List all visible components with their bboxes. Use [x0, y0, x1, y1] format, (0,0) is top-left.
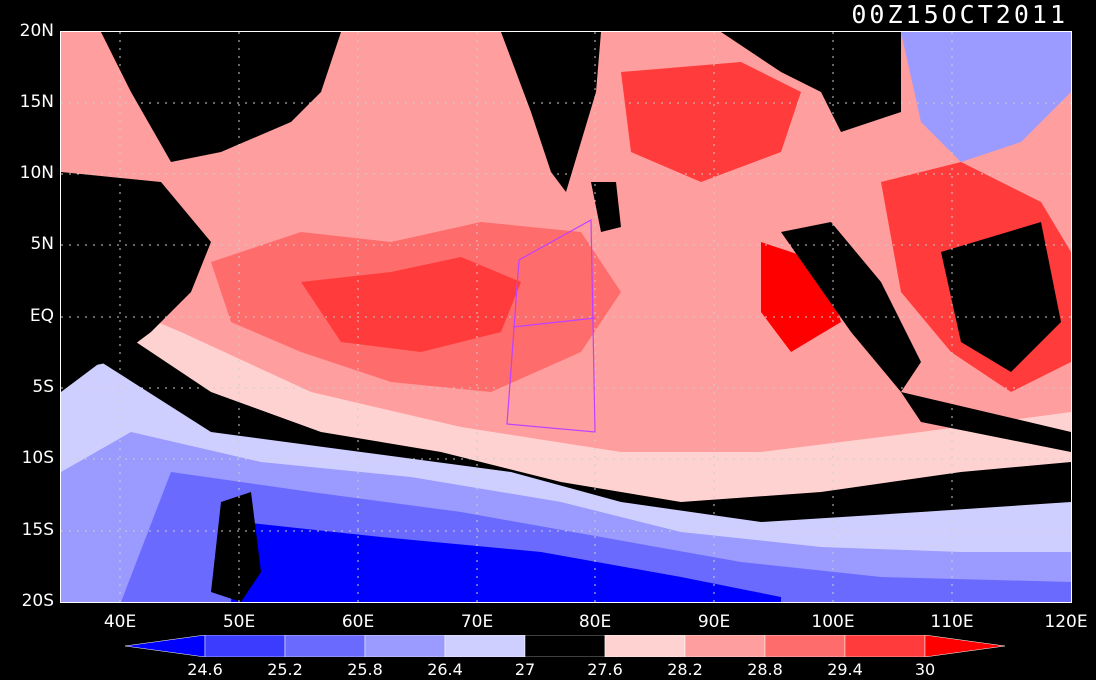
lon-label-40e: 40E	[103, 612, 137, 632]
colorbar	[125, 635, 1005, 657]
sst-band-24-6	[231, 522, 781, 602]
colorbar-label: 30	[914, 660, 936, 679]
land-east-africa	[61, 172, 211, 372]
lat-label-5s: 5S	[32, 377, 54, 397]
timestamp-label: 00Z15OCT2011	[851, 0, 1068, 29]
lat-label-20s: 20S	[21, 591, 54, 611]
sst-warm-core-2	[301, 257, 521, 352]
land-arabia-africa-horn	[61, 32, 341, 162]
colorbar-seg	[684, 635, 766, 657]
lat-label-eq: EQ	[29, 306, 54, 326]
colorbar-seg	[444, 635, 526, 657]
colorbar-label: 27	[514, 660, 536, 679]
map-canvas	[61, 32, 1071, 602]
colorbar-seg	[524, 635, 606, 657]
colorbar-seg	[284, 635, 366, 657]
sst-map	[60, 31, 1072, 603]
colorbar-label: 27.6	[587, 660, 623, 679]
colorbar-seg	[604, 635, 686, 657]
lat-label-10n: 10N	[19, 163, 54, 183]
lon-label-120e: 120E	[1044, 612, 1088, 632]
lon-label-110e: 110E	[930, 612, 974, 632]
colorbar-seg	[844, 635, 926, 657]
land-india	[501, 32, 601, 192]
lon-label-70e: 70E	[460, 612, 494, 632]
land-indochina	[721, 32, 901, 132]
colorbar-label: 28.8	[747, 660, 783, 679]
colorbar-high-arrow	[924, 635, 1005, 657]
colorbar-label: 28.2	[667, 660, 703, 679]
land-madagascar	[211, 492, 261, 602]
sst-warm-bay-bengal	[621, 62, 801, 182]
lon-label-90e: 90E	[697, 612, 731, 632]
land-java	[901, 392, 1071, 452]
colorbar-label: 26.4	[427, 660, 463, 679]
lon-label-50e: 50E	[222, 612, 256, 632]
lat-label-15s: 15S	[21, 520, 54, 540]
lon-label-100e: 100E	[811, 612, 855, 632]
lon-label-60e: 60E	[341, 612, 375, 632]
map-grid	[61, 32, 1071, 602]
lat-label-15n: 15N	[19, 92, 54, 112]
colorbar-label: 24.6	[187, 660, 223, 679]
colorbar-seg	[204, 635, 286, 657]
lat-label-10s: 10S	[21, 448, 54, 468]
colorbar-label: 29.4	[827, 660, 863, 679]
land-sumatra	[781, 222, 921, 392]
colorbar-seg	[364, 635, 446, 657]
colorbar-label: 25.2	[267, 660, 303, 679]
colorbar-low-arrow	[125, 635, 206, 657]
colorbar-label: 25.8	[347, 660, 383, 679]
land-sri-lanka	[591, 182, 621, 232]
lon-label-80e: 80E	[578, 612, 612, 632]
sst-cool-scs-north	[901, 32, 1071, 162]
study-region-box	[506, 218, 596, 433]
lat-label-5n: 5N	[30, 234, 54, 254]
land-borneo	[941, 222, 1061, 372]
colorbar-seg	[764, 635, 846, 657]
lat-label-20n: 20N	[19, 21, 54, 41]
